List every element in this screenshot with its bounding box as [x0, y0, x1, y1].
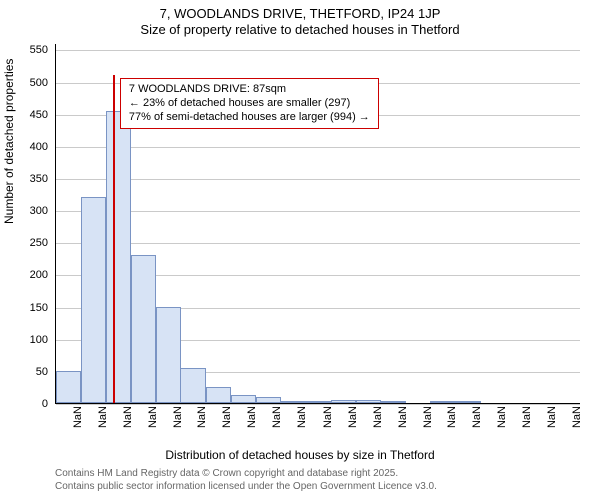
annotation-larger: 77% of semi-detached houses are larger (…: [129, 111, 370, 125]
y-tick-label: 250: [8, 237, 48, 249]
attribution-line1: Contains HM Land Registry data © Crown c…: [55, 468, 590, 481]
histogram-bar: [356, 400, 381, 403]
y-tick-label: 350: [8, 173, 48, 185]
x-tick-label: NaN: [372, 406, 384, 428]
x-axis-label: Distribution of detached houses by size …: [0, 448, 600, 462]
annotation-title: 7 WOODLANDS DRIVE: 87sqm: [129, 83, 370, 97]
annotation-smaller: ← 23% of detached houses are smaller (29…: [129, 97, 370, 111]
x-tick-label: NaN: [271, 406, 283, 428]
x-tick-label: NaN: [147, 406, 159, 428]
y-tick-label: 400: [8, 141, 48, 153]
plot-area: 7 WOODLANDS DRIVE: 87sqm← 23% of detache…: [55, 44, 580, 404]
annotation-box: 7 WOODLANDS DRIVE: 87sqm← 23% of detache…: [120, 78, 379, 129]
histogram-bar: [81, 197, 106, 403]
y-tick-label: 200: [8, 269, 48, 281]
chart-title-line1: 7, WOODLANDS DRIVE, THETFORD, IP24 1JP: [0, 6, 600, 21]
x-tick-label: NaN: [221, 406, 233, 428]
histogram-bar: [106, 111, 131, 404]
histogram-bar: [456, 401, 481, 403]
x-tick-label: NaN: [97, 406, 109, 428]
histogram-bar: [156, 307, 181, 403]
chart-title-line2: Size of property relative to detached ho…: [0, 22, 600, 37]
gridline: [56, 243, 580, 244]
x-tick-label: NaN: [471, 406, 483, 428]
gridline: [56, 147, 580, 148]
histogram-bar: [180, 368, 205, 403]
histogram-bar: [381, 401, 406, 403]
histogram-bar: [306, 401, 331, 403]
x-tick-label: NaN: [347, 406, 359, 428]
attribution-line2: Contains public sector information licen…: [55, 481, 590, 494]
y-tick-label: 100: [8, 334, 48, 346]
x-tick-label: NaN: [72, 406, 84, 428]
histogram-bar: [206, 387, 231, 403]
y-tick-label: 50: [8, 366, 48, 378]
gridline: [56, 404, 580, 405]
y-tick-label: 450: [8, 109, 48, 121]
attribution-text: Contains HM Land Registry data © Crown c…: [55, 468, 590, 493]
histogram-bar: [430, 401, 455, 403]
y-tick-label: 550: [8, 44, 48, 56]
y-tick-label: 0: [8, 398, 48, 410]
x-tick-label: NaN: [122, 406, 134, 428]
x-tick-label: NaN: [521, 406, 533, 428]
x-tick-label: NaN: [196, 406, 208, 428]
histogram-bar: [56, 371, 81, 403]
histogram-bar: [256, 397, 281, 403]
y-tick-label: 300: [8, 205, 48, 217]
histogram-bar: [131, 255, 156, 403]
x-tick-label: NaN: [422, 406, 434, 428]
histogram-bar: [331, 400, 356, 403]
x-tick-label: NaN: [546, 406, 558, 428]
gridline: [56, 179, 580, 180]
x-tick-label: NaN: [322, 406, 334, 428]
x-tick-label: NaN: [172, 406, 184, 428]
x-tick-label: NaN: [246, 406, 258, 428]
x-tick-label: NaN: [397, 406, 409, 428]
y-tick-label: 500: [8, 77, 48, 89]
x-tick-label: NaN: [571, 406, 583, 428]
gridline: [56, 50, 580, 51]
histogram-bar: [231, 395, 256, 403]
x-tick-label: NaN: [296, 406, 308, 428]
gridline: [56, 211, 580, 212]
x-tick-label: NaN: [496, 406, 508, 428]
y-tick-label: 150: [8, 302, 48, 314]
x-tick-label: NaN: [446, 406, 458, 428]
histogram-bar: [281, 401, 306, 403]
property-marker-line: [113, 75, 115, 403]
